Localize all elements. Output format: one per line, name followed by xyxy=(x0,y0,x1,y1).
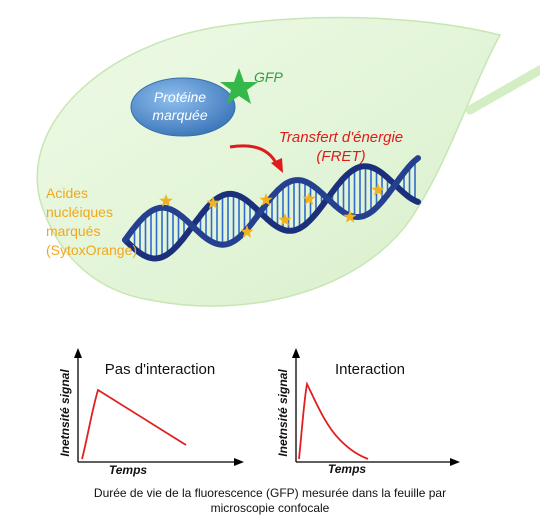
protein-group: Protéine marquée GFP xyxy=(130,68,283,137)
y-axis-arrow xyxy=(74,348,82,358)
x-axis-arrow xyxy=(234,458,244,466)
dna-strand-1 xyxy=(122,163,421,262)
protein-label-line1: Protéine xyxy=(154,89,206,105)
nucleic-label-line2: nucléiques xyxy=(46,204,113,220)
fret-group: Transfert d'énergie (FRET) xyxy=(229,129,403,173)
label-star xyxy=(302,192,316,205)
label-star xyxy=(343,210,357,223)
gfp-label: GFP xyxy=(254,69,283,85)
chart-no-interaction: Pas d'interaction Inetnsité signal Temps xyxy=(58,348,244,477)
y-axis-arrow xyxy=(292,348,300,358)
fret-label-line2: (FRET) xyxy=(316,148,365,165)
x-axis-arrow xyxy=(450,458,460,466)
caption-line1: Durée de vie de la fluorescence (GFP) me… xyxy=(93,486,447,500)
x-axis-label: Temps xyxy=(328,462,367,476)
dna-strand-2 xyxy=(122,155,421,248)
chart-title: Interaction xyxy=(335,361,405,378)
nucleic-label-line3: marqués xyxy=(46,223,100,239)
protein-ellipse xyxy=(130,77,236,137)
label-star xyxy=(206,196,220,209)
leaf-stem xyxy=(465,65,540,115)
gfp-star xyxy=(220,68,258,104)
label-star xyxy=(278,213,292,226)
label-star xyxy=(371,183,385,196)
chart-interaction: Interaction Inetnsité signal Temps xyxy=(276,348,460,476)
chart-title: Pas d'interaction xyxy=(105,361,215,378)
label-star xyxy=(159,194,173,207)
label-star xyxy=(259,193,273,206)
leaf xyxy=(36,16,540,307)
dna-helix xyxy=(122,155,421,262)
signal-curve xyxy=(298,381,369,460)
nucleic-label-line4: (SytoxOrange) xyxy=(46,242,137,258)
x-axis-label: Temps xyxy=(109,463,148,477)
fret-arrowhead xyxy=(271,158,283,173)
label-star xyxy=(240,225,254,238)
protein-label-line2: marquée xyxy=(152,107,207,123)
nucleic-label: Acides nucléiques marqués (SytoxOrange) xyxy=(46,185,137,258)
signal-curve xyxy=(81,388,187,460)
caption-line2: microscopie confocale xyxy=(210,501,330,515)
figure-caption: Durée de vie de la fluorescence (GFP) me… xyxy=(0,486,540,516)
y-axis-label: Inetnsité signal xyxy=(276,369,290,457)
nucleic-label-line1: Acides xyxy=(46,185,88,201)
y-axis-label: Inetnsité signal xyxy=(58,369,72,457)
fret-label-line1: Transfert d'énergie xyxy=(279,129,403,146)
